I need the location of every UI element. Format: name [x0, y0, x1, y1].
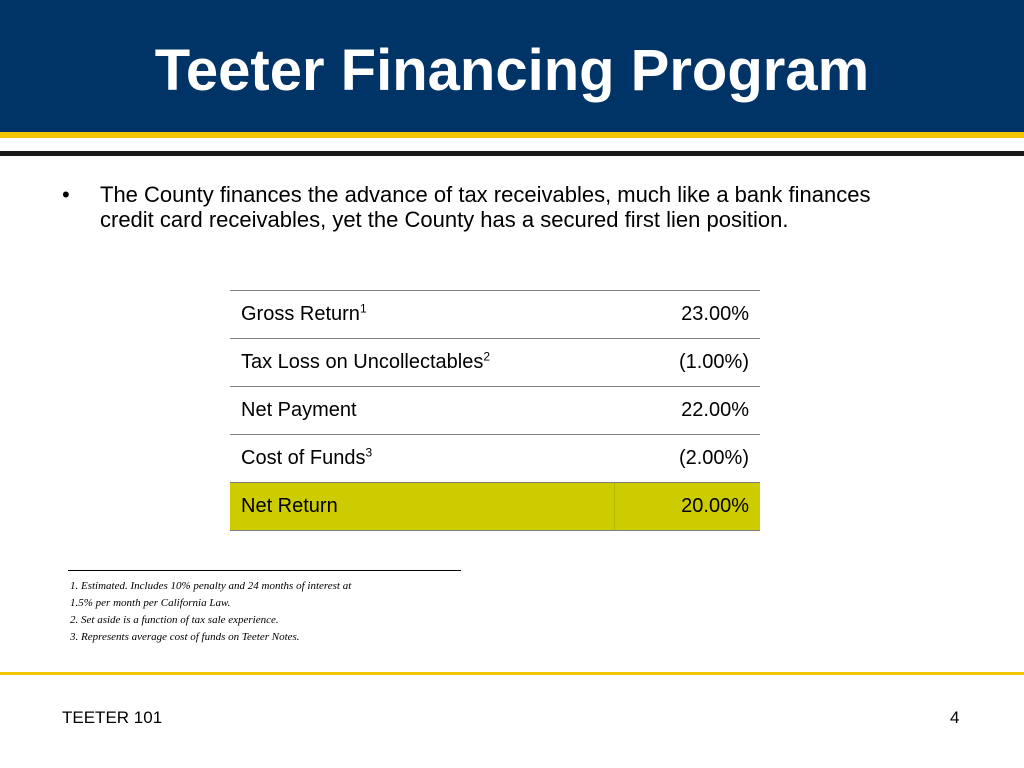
table-row: Net Payment 22.00% [230, 386, 760, 435]
row-label: Cost of Funds3 [230, 434, 615, 483]
gold-divider [0, 132, 1024, 138]
bullet-icon: • [62, 182, 70, 207]
footnote-ref: 1 [359, 301, 367, 316]
footnote-ref: 2 [483, 349, 491, 364]
table-row: Gross Return1 23.00% [230, 290, 760, 339]
footer-divider [0, 672, 1024, 675]
table-row: Cost of Funds3 (2.00%) [230, 434, 760, 483]
row-value: 22.00% [614, 386, 760, 435]
footnote-separator [68, 570, 461, 571]
divider-gap [0, 138, 1024, 151]
row-label: Net Return [230, 482, 615, 531]
footer-label: TEETER 101 [62, 708, 163, 727]
row-label: Gross Return1 [230, 290, 615, 339]
footnotes: 1. Estimated. Includes 10% penalty and 2… [70, 578, 490, 646]
footnote-line: 3. Represents average cost of funds on T… [70, 631, 300, 643]
dark-divider [0, 151, 1024, 156]
bullet-text: The County finances the advance of tax r… [100, 182, 871, 232]
row-label: Net Payment [230, 386, 615, 435]
row-value: (2.00%) [614, 434, 760, 483]
footnote-line: 1.5% per month per California Law. [70, 597, 231, 609]
net-return-row: Net Return 20.00% [230, 482, 760, 531]
footnote-ref: 3 [365, 445, 373, 460]
footnote-line: 1. Estimated. Includes 10% penalty and 2… [70, 580, 352, 592]
row-value: 23.00% [614, 290, 760, 339]
row-label: Tax Loss on Uncollectables2 [230, 338, 615, 387]
table-row: Tax Loss on Uncollectables2 (1.00%) [230, 338, 760, 387]
page-number: 4 [950, 708, 960, 727]
footnote-line: 2. Set aside is a function of tax sale e… [70, 614, 279, 626]
row-value: 20.00% [614, 482, 760, 531]
financing-table: Gross Return1 23.00% Tax Loss on Uncolle… [230, 290, 760, 531]
title-banner: Teeter Financing Program [0, 0, 1024, 132]
row-value: (1.00%) [614, 338, 760, 387]
slide-title: Teeter Financing Program [154, 38, 870, 103]
